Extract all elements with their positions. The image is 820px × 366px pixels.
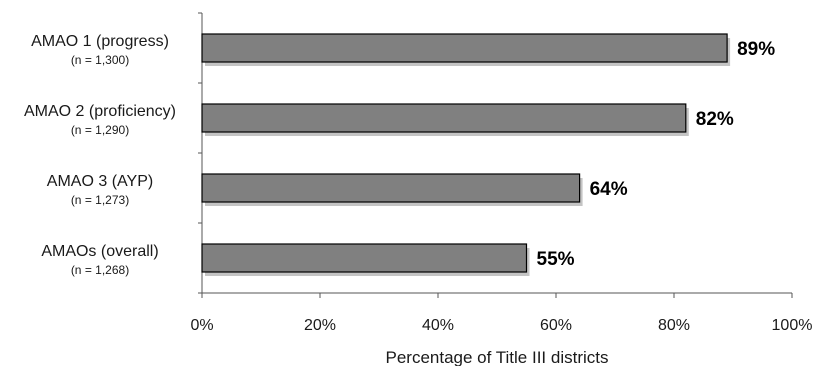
x-tick-label: 60% bbox=[540, 317, 572, 334]
x-tick-label: 80% bbox=[658, 317, 690, 334]
category-labels: AMAO 1 (progress) (n = 1,300) AMAO 2 (prof… bbox=[24, 33, 176, 277]
category-label: AMAO 3 (AYP) bbox=[47, 173, 153, 190]
category-sublabel: (n = 1,300) bbox=[71, 53, 129, 67]
bar bbox=[201, 243, 528, 273]
category-sublabel: (n = 1,273) bbox=[71, 193, 129, 207]
x-axis-title: Percentage of Title III districts bbox=[386, 348, 609, 366]
bar-value-label: 64% bbox=[590, 179, 628, 200]
category-label: AMAO 2 (proficiency) bbox=[24, 103, 176, 120]
category-label: AMAO 1 (progress) bbox=[31, 33, 169, 50]
category-label: AMAOs (overall) bbox=[41, 243, 158, 260]
bar bbox=[201, 103, 687, 133]
bar bbox=[201, 33, 728, 63]
x-tick-label: 20% bbox=[304, 317, 336, 334]
category-sublabel: (n = 1,268) bbox=[71, 263, 129, 277]
bar-value-label: 89% bbox=[737, 39, 775, 60]
chart-bars: 89% 82% 64% 55% bbox=[201, 33, 775, 276]
x-axis-ticks: 0% 20% 40% 60% 80% 100% bbox=[190, 293, 812, 334]
category-sublabel: (n = 1,290) bbox=[71, 123, 129, 137]
bar-value-label: 82% bbox=[696, 109, 734, 130]
bar bbox=[201, 173, 581, 203]
x-tick-label: 0% bbox=[190, 317, 213, 334]
bar-value-label: 55% bbox=[537, 249, 575, 270]
x-tick-label: 40% bbox=[422, 317, 454, 334]
x-tick-label: 100% bbox=[772, 317, 813, 334]
